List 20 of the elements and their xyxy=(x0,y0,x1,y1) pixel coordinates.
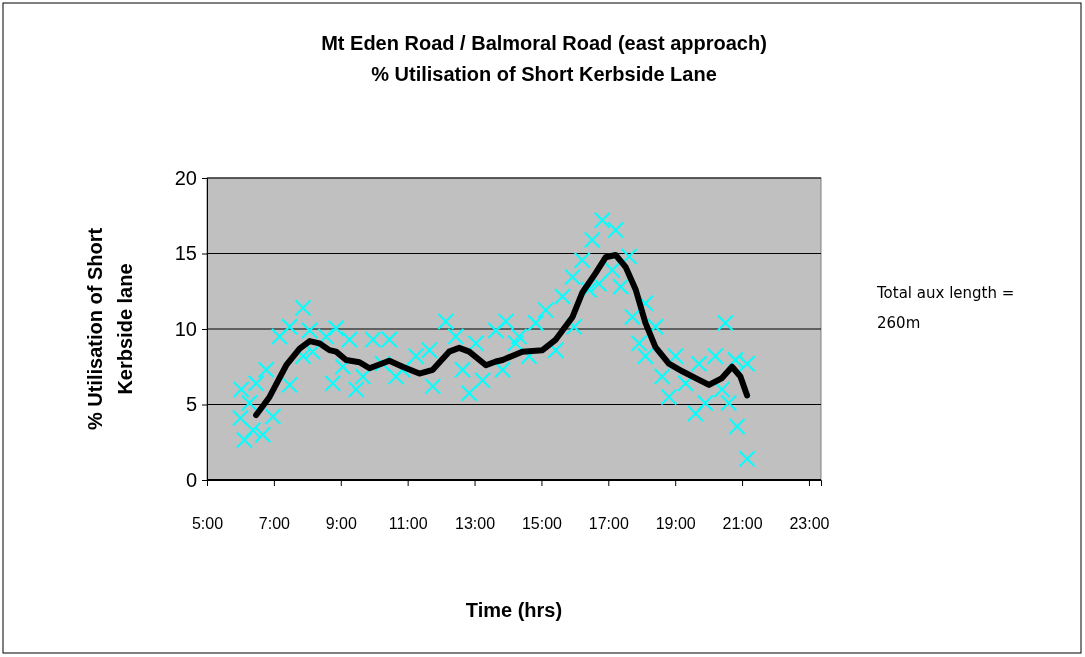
y-tick-label: 20 xyxy=(174,166,197,189)
y-axis-title: % Utilisation of Short Kerbside lane xyxy=(84,227,136,431)
x-tick-label: 9:00 xyxy=(325,515,357,532)
x-tick-label: 13:00 xyxy=(455,515,496,532)
chart-subtitle: % Utilisation of Short Kerbside Lane xyxy=(371,63,717,85)
y-tick-label: 10 xyxy=(174,317,197,340)
x-tick-label: 15:00 xyxy=(521,515,563,532)
x-tick-label: 21:00 xyxy=(722,515,763,532)
y-tick-label: 5 xyxy=(185,393,197,416)
x-tick-label: 11:00 xyxy=(388,515,428,532)
chart-title: Mt Eden Road / Balmoral Road (east approach) xyxy=(321,32,767,54)
y-tick-label: 15 xyxy=(174,242,197,265)
x-tick-label: 7:00 xyxy=(258,515,291,532)
x-tick-label: 17:00 xyxy=(588,515,629,532)
y-tick-label: 0 xyxy=(185,468,197,491)
x-tick-label: 5:00 xyxy=(191,515,224,532)
x-axis-title: Time (hrs) xyxy=(465,599,563,621)
x-tick-label: 19:00 xyxy=(655,515,696,532)
x-tick-label: 23:00 xyxy=(789,515,830,532)
text: Total aux length = 260m xyxy=(876,284,1015,332)
